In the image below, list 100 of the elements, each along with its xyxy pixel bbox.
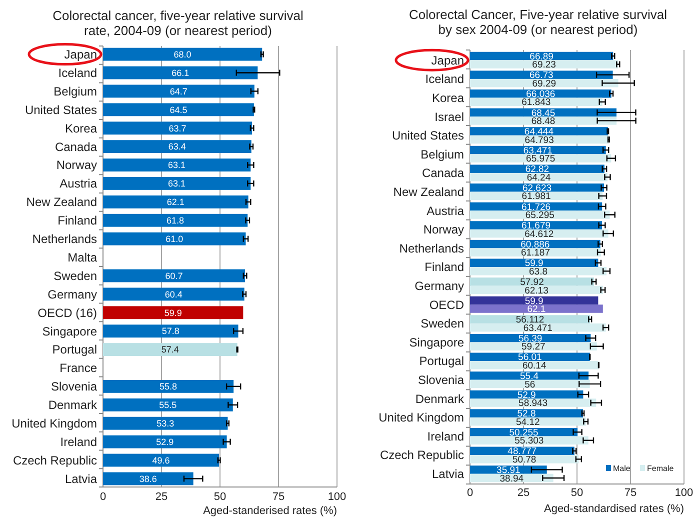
bar [103, 288, 244, 301]
data-label: 68.48 [531, 116, 556, 128]
y-tick-label: Sweden [420, 316, 464, 331]
y-tick-label: Iceland [425, 72, 464, 86]
y-tick-label: Austria [60, 176, 98, 191]
data-label: 63.1 [168, 178, 186, 189]
y-tick-label: New Zealand [26, 195, 97, 210]
bar [470, 352, 590, 362]
y-tick-label: France [60, 361, 98, 376]
bar [470, 248, 601, 256]
x-tick-label: 25 [517, 487, 530, 499]
data-label: 55.8 [160, 382, 178, 392]
bar [103, 324, 238, 338]
bar [103, 122, 252, 135]
data-label: 49.6 [152, 455, 170, 466]
data-label: 52.9 [156, 436, 174, 447]
bar [470, 70, 613, 79]
y-tick-label: Japan [64, 48, 97, 62]
data-label: 48.777 [508, 446, 537, 458]
bar [470, 108, 616, 117]
bar [470, 304, 603, 313]
x-tick-label: 25 [155, 491, 168, 503]
x-tick-label: 50 [570, 487, 584, 499]
data-label: 61.187 [520, 248, 550, 259]
y-tick-label: United Kingdom [12, 416, 97, 431]
bar [470, 278, 594, 286]
bar [470, 229, 608, 238]
data-label: 61.0 [166, 234, 184, 244]
data-label: 57.92 [520, 276, 544, 288]
y-tick-label: United Kingdom [378, 410, 464, 425]
y-tick-label: Slovenia [418, 373, 464, 388]
y-tick-label: Korea [432, 90, 464, 105]
bar [470, 455, 579, 464]
x-tick-label: 50 [214, 491, 226, 503]
bar [470, 154, 612, 162]
bar [103, 214, 248, 227]
bar [103, 103, 254, 116]
data-label: 50.255 [509, 427, 538, 438]
y-tick-label: Norway [423, 222, 464, 237]
y-tick-label: Latvia [432, 467, 464, 482]
y-tick-label: United States [392, 128, 464, 143]
y-tick-label: Netherlands [399, 241, 464, 256]
bar [470, 258, 598, 267]
y-tick-label: OECD (16) [38, 306, 98, 320]
bar [103, 84, 254, 98]
bar [103, 48, 262, 61]
y-tick-label: Belgium [54, 84, 97, 98]
data-label: 65.975 [526, 154, 556, 165]
y-tick-label: Denmark [48, 398, 98, 412]
bar [103, 343, 238, 356]
x-tick-label: 75 [272, 491, 285, 503]
data-label: 59.9 [164, 308, 182, 318]
chart-title: Colorectal cancer, five-year relative survival rate, 2004-09 (or nearest period) [52, 8, 304, 38]
bar [103, 140, 252, 154]
data-label: 55.5 [159, 400, 177, 410]
bar [470, 372, 589, 380]
bar [103, 380, 234, 393]
x-axis-title: Aged-standardised rates (%) [544, 503, 684, 515]
legend-label: Female [647, 464, 674, 473]
bar [470, 342, 597, 350]
y-tick-label: Singapore [42, 324, 98, 338]
bar [470, 398, 596, 407]
data-label: 66.89 [530, 51, 554, 62]
y-tick-label: Iceland [58, 66, 97, 80]
data-label: 60.4 [164, 289, 182, 300]
x-tick-label: 75 [624, 487, 637, 499]
data-label: 63.471 [523, 145, 552, 156]
data-label: 69.23 [532, 60, 556, 71]
y-tick-label: Belgium [420, 147, 464, 162]
data-label: 57.8 [162, 326, 180, 336]
data-label: 60.7 [165, 270, 183, 281]
y-tick-label: OECD [429, 298, 464, 312]
y-tick-label: Austria [426, 204, 464, 218]
bar [470, 52, 614, 60]
bar [470, 172, 608, 182]
data-label: 60.886 [520, 239, 550, 250]
bar [470, 135, 609, 144]
legend-label: Male [613, 464, 631, 473]
data-label: 68.0 [174, 49, 192, 60]
y-tick-label: Israel [434, 110, 464, 124]
bar [470, 60, 618, 68]
data-label: 38.6 [139, 474, 157, 484]
data-label: 59.9 [524, 296, 544, 307]
bar [470, 334, 591, 342]
data-label: 58.943 [518, 398, 548, 410]
bar [103, 435, 227, 448]
y-tick-label: Malta [68, 250, 98, 264]
bar [470, 315, 590, 324]
data-label: 52.9 [517, 390, 536, 401]
data-label: 62.1 [527, 304, 546, 316]
bar [470, 417, 586, 426]
bar [470, 267, 607, 276]
bar [470, 164, 604, 173]
y-tick-label: Czech Republic [380, 448, 464, 462]
bar [470, 89, 612, 98]
bar [470, 296, 598, 305]
data-label: 53.3 [156, 418, 174, 428]
bar [470, 466, 547, 474]
y-tick-label: Portugal [419, 354, 464, 368]
bar [470, 361, 599, 370]
